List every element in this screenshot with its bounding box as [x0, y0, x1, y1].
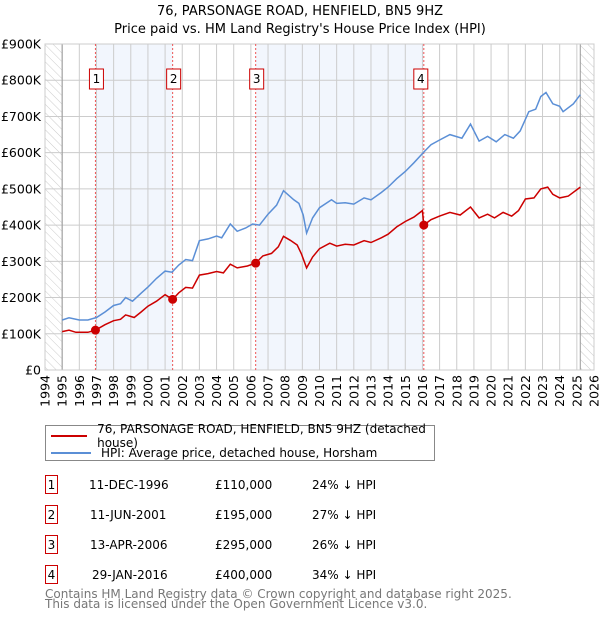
x-tick-label: 2023: [535, 375, 550, 407]
legend-label: 76, PARSONAGE ROAD, HENFIELD, BN5 9HZ (d…: [97, 422, 426, 450]
sale-label-box: [249, 68, 265, 90]
sale-marker-badge: 2: [45, 505, 58, 524]
x-tick-label: 2019: [466, 375, 481, 407]
y-tick-label: £800K: [1, 73, 42, 88]
shaded-period: [95, 44, 173, 370]
hpi-difference: 24% ↓ HPI: [312, 478, 377, 492]
x-tick-label: 2026: [587, 375, 600, 407]
x-tick-label: 2003: [192, 375, 207, 407]
hpi-line: [61, 91, 581, 321]
legend-item-property: 76, PARSONAGE ROAD, HENFIELD, BN5 9HZ (d…: [51, 422, 434, 450]
chart-subtitle: Price paid vs. HM Land Registry's House …: [114, 22, 486, 37]
x-tick-label: 2000: [140, 375, 155, 407]
x-tick-label: 2009: [295, 375, 310, 407]
property-price-line: [62, 186, 581, 334]
sale-label-box: [166, 68, 182, 90]
plot-frame: [44, 43, 595, 371]
x-tick-label: 1995: [55, 375, 70, 407]
hpi-difference: 27% ↓ HPI: [312, 508, 377, 522]
sale-price: £110,000: [215, 478, 273, 492]
no-data-hatch: [580, 44, 594, 370]
x-tick-label: 1997: [89, 375, 104, 407]
sale-marker-badge: 4: [45, 565, 58, 584]
shaded-period: [255, 44, 424, 370]
chart-title: 76, PARSONAGE ROAD, HENFIELD, BN5 9HZ: [157, 4, 443, 19]
y-tick-label: £200K: [1, 290, 42, 305]
hpi-difference: 34% ↓ HPI: [312, 568, 377, 582]
sale-date: 11-JUN-2001: [90, 508, 167, 522]
licence-text: This data is licensed under the Open Gov…: [45, 597, 428, 611]
x-tick-label: 2001: [158, 375, 173, 407]
y-tick-label: £0: [25, 363, 41, 378]
x-tick-label: 2017: [432, 375, 447, 407]
y-tick-label: £600K: [1, 145, 42, 160]
legend-label: HPI: Average price, detached house, Hors…: [101, 446, 378, 460]
sale-date: 11-DEC-1996: [89, 478, 169, 492]
sale-point: [90, 325, 100, 335]
transaction-row: 2 11-JUN-2001 £195,000 27% ↓ HPI: [45, 505, 445, 525]
x-tick-label: 2016: [415, 375, 430, 407]
legend: 76, PARSONAGE ROAD, HENFIELD, BN5 9HZ (d…: [45, 422, 435, 461]
sale-label: 2: [170, 72, 178, 86]
x-tick-label: 2010: [312, 375, 327, 407]
sale-marker-badge: 1: [45, 475, 58, 494]
legend-item-hpi: HPI: Average price, detached house, Hors…: [51, 445, 377, 461]
transaction-row: 1 11-DEC-1996 £110,000 24% ↓ HPI: [45, 475, 445, 495]
sale-point: [419, 220, 429, 230]
sale-label: 4: [417, 72, 425, 86]
x-tick-label: 2022: [518, 375, 533, 407]
y-tick-label: £500K: [1, 181, 42, 196]
y-tick-label: £300K: [1, 254, 42, 269]
price-chart: 76, PARSONAGE ROAD, HENFIELD, BN5 9HZ Pr…: [1, 4, 600, 407]
sale-label-box: [413, 68, 429, 90]
x-tick-label: 2005: [226, 375, 241, 407]
x-tick-label: 2020: [484, 375, 499, 407]
sale-price: £195,000: [215, 508, 273, 522]
hpi-difference: 26% ↓ HPI: [312, 538, 377, 552]
x-tick-label: 2007: [261, 375, 276, 407]
x-tick-label: 2014: [381, 375, 396, 407]
y-tick-label: £700K: [1, 109, 42, 124]
red-line-swatch: [51, 435, 88, 437]
sale-marker-badge: 3: [45, 535, 58, 554]
y-tick-label: £900K: [1, 37, 42, 52]
sale-price: £295,000: [215, 538, 273, 552]
transaction-row: 3 13-APR-2006 £295,000 26% ↓ HPI: [45, 535, 445, 555]
sale-point: [168, 294, 178, 304]
x-tick-label: 2011: [329, 375, 344, 407]
x-tick-label: 1994: [38, 375, 53, 407]
blue-line-swatch: [51, 452, 91, 454]
sale-date: 13-APR-2006: [90, 538, 168, 552]
x-tick-label: 2008: [278, 375, 293, 407]
x-tick-label: 2024: [552, 375, 567, 407]
y-tick-label: £400K: [1, 218, 42, 233]
x-tick-label: 2025: [569, 375, 584, 407]
sale-label-box: [88, 68, 104, 90]
sale-label: 1: [93, 72, 101, 86]
footer: Contains HM Land Registry data © Crown c…: [45, 587, 512, 611]
x-tick-label: 1996: [72, 375, 87, 407]
x-tick-label: 1999: [123, 375, 138, 407]
x-tick-label: 2012: [346, 375, 361, 407]
x-tick-label: 2018: [449, 375, 464, 407]
x-tick-label: 2006: [243, 375, 258, 407]
x-tick-label: 2021: [501, 375, 516, 407]
transaction-row: 4 29-JAN-2016 £400,000 34% ↓ HPI: [45, 565, 445, 585]
copyright-text: Contains HM Land Registry data © Crown c…: [45, 587, 512, 601]
x-tick-label: 2013: [363, 375, 378, 407]
x-tick-label: 2015: [398, 375, 413, 407]
y-tick-label: £100K: [1, 326, 42, 341]
sale-point: [251, 258, 261, 268]
x-tick-label: 2004: [209, 375, 224, 407]
sale-label: 3: [253, 72, 261, 86]
no-data-hatch: [45, 44, 63, 370]
x-tick-label: 1998: [106, 375, 121, 407]
x-tick-label: 2002: [175, 375, 190, 407]
sale-date: 29-JAN-2016: [92, 568, 168, 582]
sale-price: £400,000: [215, 568, 273, 582]
